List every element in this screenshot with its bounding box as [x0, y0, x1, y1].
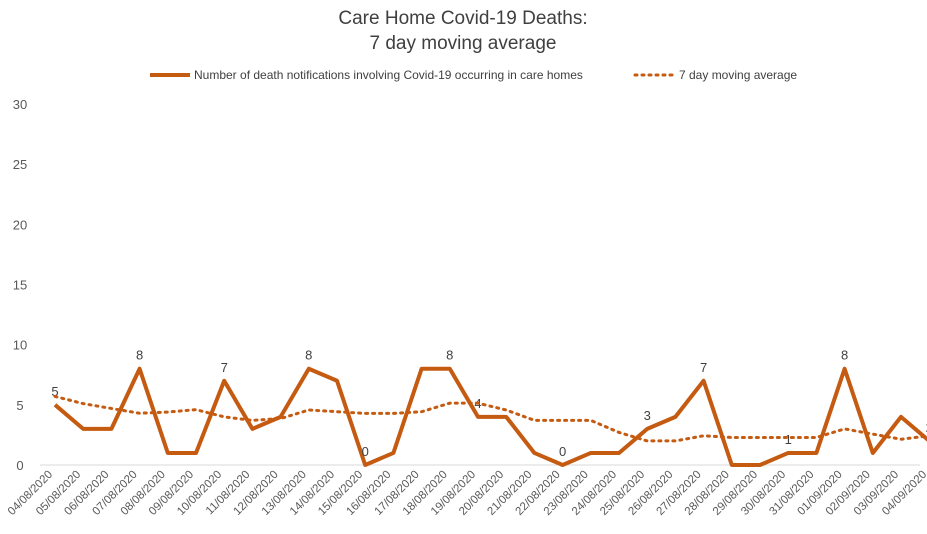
data-label: 7	[700, 360, 707, 375]
y-tick-label: 30	[13, 97, 27, 112]
series-line	[53, 394, 927, 443]
data-label: 1	[785, 432, 792, 447]
data-label: 2	[926, 420, 927, 435]
y-tick-label: 20	[13, 217, 27, 232]
data-label: 5	[51, 384, 58, 399]
data-label: 3	[644, 408, 651, 423]
y-tick-label: 25	[13, 157, 27, 172]
legend-label: Number of death notifications involving …	[194, 68, 583, 82]
data-label: 8	[136, 348, 143, 363]
series-line	[53, 366, 927, 467]
chart-subtitle: 7 day moving average	[370, 33, 557, 54]
y-tick-label: 10	[13, 338, 27, 353]
y-tick-label: 15	[13, 278, 27, 293]
data-label: 8	[841, 348, 848, 363]
data-label: 7	[221, 360, 228, 375]
y-tick-label: 5	[16, 398, 23, 413]
data-label: 0	[362, 444, 369, 459]
data-label: 0	[559, 444, 566, 459]
data-label: 8	[446, 348, 453, 363]
y-tick-label: 0	[16, 458, 23, 473]
legend-label: 7 day moving average	[679, 68, 797, 82]
chart-title: Care Home Covid-19 Deaths:	[338, 8, 587, 29]
data-label: 8	[305, 348, 312, 363]
